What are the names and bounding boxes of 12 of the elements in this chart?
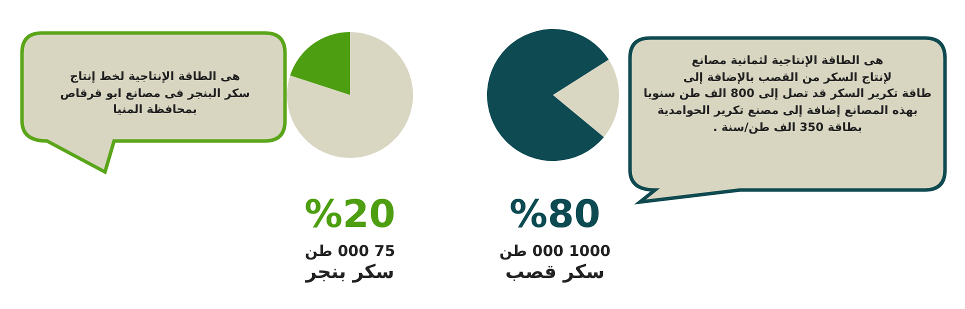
pie-slice [287, 32, 413, 158]
text: 1000 000 طن [498, 241, 612, 262]
text: هى الطاقة الإنتاجية لخط إنتاج سكر البنجر فى مصانع ابو قرقاص بمحافظة المنيا [59, 68, 251, 118]
pie-slice [553, 60, 619, 138]
text: سكر بنجر [304, 260, 396, 285]
text: %80 [508, 192, 602, 236]
pie-slice [487, 29, 609, 161]
text: 75 000 طن [304, 241, 396, 262]
text: سكر قصب [504, 260, 606, 285]
text: هى الطاقة الإنتاجية لثمانية مصانع لإنتاج السكر من القصب بالإضافة إلى طاقة تكرير السكر قد تصل إلى 800 الف طن سنويا بهذه المصانع إضافة إلى مصنع تكرير الحوامدية بطاقة 350 الف طن/سنة . [642, 52, 933, 136]
pie-slice [290, 32, 350, 95]
text: %20 [304, 192, 396, 236]
